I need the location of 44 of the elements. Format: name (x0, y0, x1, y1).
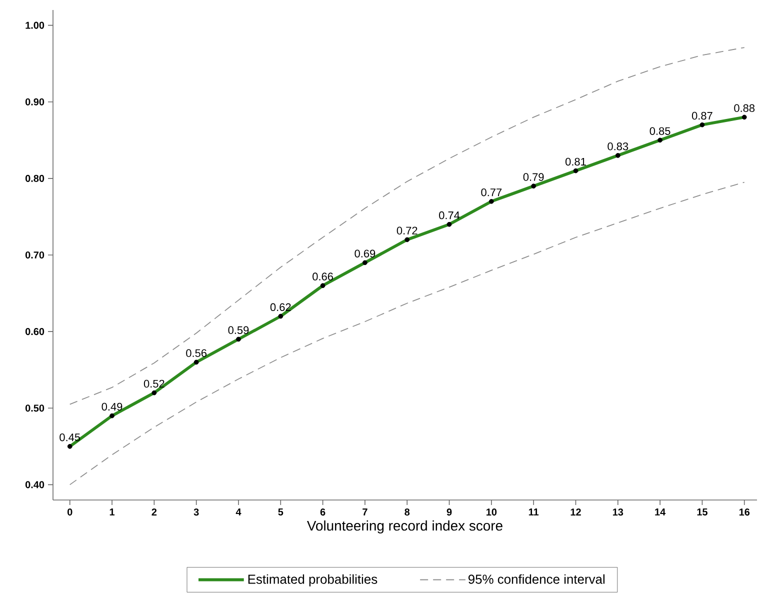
x-tick-label: 8 (404, 508, 410, 516)
data-label: 0.66 (312, 272, 333, 280)
data-label: 0.72 (396, 226, 418, 234)
legend-label: 95% confidence interval (468, 574, 604, 584)
y-tick-label: 0.90 (25, 98, 44, 106)
data-label: 0.79 (523, 173, 544, 181)
y-tick-label: 0.60 (25, 328, 44, 336)
x-tick-label: 2 (152, 508, 157, 516)
data-label: 0.52 (144, 380, 164, 388)
x-tick-label: 0 (67, 508, 72, 516)
data-label: 0.83 (608, 142, 628, 150)
x-tick-label: 6 (320, 508, 326, 516)
data-label: 0.88 (734, 104, 755, 112)
legend-label: Estimated probabilities (248, 574, 378, 586)
x-tick-label: 9 (446, 508, 452, 516)
x-tick-label: 16 (739, 508, 750, 516)
data-label: 0.56 (186, 349, 207, 357)
x-tick-label: 1 (110, 508, 115, 516)
y-tick-label: 0.40 (25, 481, 44, 488)
data-label: 0.69 (354, 250, 376, 258)
data-label: 0.74 (439, 211, 460, 220)
x-tick-label: 11 (528, 508, 539, 516)
x-tick-label: 3 (194, 508, 199, 516)
y-tick-label: 0.80 (25, 174, 44, 182)
x-tick-label: 4 (236, 508, 242, 516)
data-label: 0.85 (650, 127, 670, 135)
x-tick-label: 13 (612, 508, 624, 516)
data-label: 0.62 (270, 303, 291, 312)
x-tick-label: 14 (655, 508, 666, 516)
x-tick-label: 10 (486, 508, 497, 516)
x-axis-title: Volunteering record index score (306, 520, 502, 534)
x-tick-label: 15 (697, 508, 708, 516)
data-label: 0.87 (692, 112, 712, 120)
data-label: 0.49 (102, 402, 122, 411)
data-label: 0.59 (228, 326, 249, 334)
data-label: 0.77 (481, 188, 502, 196)
x-tick-label: 7 (362, 508, 368, 516)
x-tick-label: 5 (278, 508, 284, 516)
data-label: 0.81 (565, 158, 586, 166)
x-tick-label: 12 (570, 508, 581, 516)
data-label: 0.45 (60, 433, 80, 442)
y-tick-label: 0.50 (25, 404, 44, 412)
y-tick-label: 0.70 (25, 251, 44, 259)
y-tick-label: 1.00 (26, 22, 44, 29)
